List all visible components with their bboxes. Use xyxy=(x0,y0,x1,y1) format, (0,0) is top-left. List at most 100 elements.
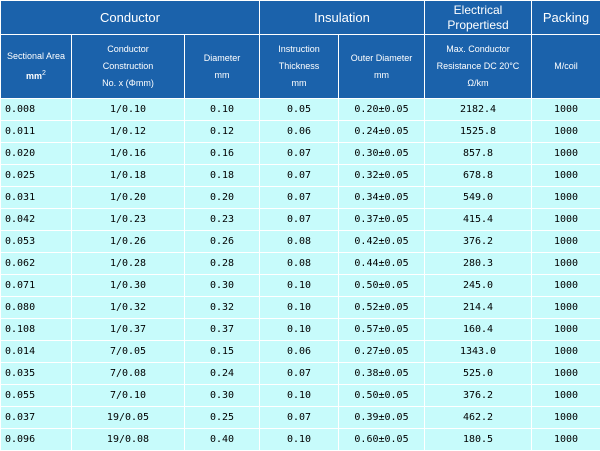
cell-resistance: 245.0 xyxy=(425,275,532,297)
cell-thickness: 0.10 xyxy=(260,385,339,407)
cell-resistance: 2182.4 xyxy=(425,99,532,121)
cell-sectional-area: 0.031 xyxy=(1,187,72,209)
cell-packing: 1000 xyxy=(532,231,600,253)
col-construction: Conductor Construction No. x (Φmm) xyxy=(72,35,185,99)
cell-resistance: 525.0 xyxy=(425,363,532,385)
construction-label-2: Construction xyxy=(103,61,154,71)
cell-diameter: 0.24 xyxy=(185,363,260,385)
cell-construction: 1/0.30 xyxy=(72,275,185,297)
resistance-unit: Ω/km xyxy=(467,78,488,88)
cell-resistance: 1525.8 xyxy=(425,121,532,143)
cell-resistance: 280.3 xyxy=(425,253,532,275)
cell-packing: 1000 xyxy=(532,407,600,429)
cell-thickness: 0.07 xyxy=(260,209,339,231)
cell-outer-diameter: 0.30±0.05 xyxy=(339,143,425,165)
cell-packing: 1000 xyxy=(532,297,600,319)
cell-resistance: 160.4 xyxy=(425,319,532,341)
cell-packing: 1000 xyxy=(532,385,600,407)
cell-resistance: 549.0 xyxy=(425,187,532,209)
cell-outer-diameter: 0.44±0.05 xyxy=(339,253,425,275)
thickness-unit: mm xyxy=(292,78,307,88)
diameter-unit: mm xyxy=(215,70,230,80)
cell-construction: 1/0.12 xyxy=(72,121,185,143)
cell-diameter: 0.26 xyxy=(185,231,260,253)
cell-sectional-area: 0.037 xyxy=(1,407,72,429)
cell-packing: 1000 xyxy=(532,319,600,341)
cell-thickness: 0.07 xyxy=(260,407,339,429)
col-thickness: Instruction Thickness mm xyxy=(260,35,339,99)
cell-diameter: 0.30 xyxy=(185,275,260,297)
cell-construction: 1/0.16 xyxy=(72,143,185,165)
cell-sectional-area: 0.071 xyxy=(1,275,72,297)
construction-label-1: Conductor xyxy=(107,44,149,54)
sectional-area-unit-sup: 2 xyxy=(42,70,46,77)
cell-diameter: 0.28 xyxy=(185,253,260,275)
cell-resistance: 376.2 xyxy=(425,231,532,253)
cell-thickness: 0.08 xyxy=(260,231,339,253)
cell-diameter: 0.18 xyxy=(185,165,260,187)
cell-construction: 1/0.28 xyxy=(72,253,185,275)
cell-construction: 19/0.05 xyxy=(72,407,185,429)
cell-sectional-area: 0.011 xyxy=(1,121,72,143)
cell-construction: 1/0.37 xyxy=(72,319,185,341)
cell-thickness: 0.06 xyxy=(260,341,339,363)
cell-diameter: 0.32 xyxy=(185,297,260,319)
header-electrical: Electrical Propertiesd xyxy=(425,1,532,35)
outer-diameter-label: Outer Diameter xyxy=(351,53,413,63)
packing-unit: M/coil xyxy=(554,61,578,71)
cell-packing: 1000 xyxy=(532,99,600,121)
cell-outer-diameter: 0.50±0.05 xyxy=(339,275,425,297)
cell-thickness: 0.10 xyxy=(260,297,339,319)
cell-packing: 1000 xyxy=(532,187,600,209)
cell-outer-diameter: 0.34±0.05 xyxy=(339,187,425,209)
header-insulation: Insulation xyxy=(260,1,425,35)
cell-construction: 7/0.10 xyxy=(72,385,185,407)
col-resistance: Max. Conductor Resistance DC 20°C Ω/km xyxy=(425,35,532,99)
cell-outer-diameter: 0.38±0.05 xyxy=(339,363,425,385)
cell-sectional-area: 0.008 xyxy=(1,99,72,121)
cell-outer-diameter: 0.39±0.05 xyxy=(339,407,425,429)
cell-construction: 1/0.18 xyxy=(72,165,185,187)
cell-thickness: 0.07 xyxy=(260,363,339,385)
col-outer-diameter: Outer Diameter mm xyxy=(339,35,425,99)
cell-resistance: 376.2 xyxy=(425,385,532,407)
header-conductor: Conductor xyxy=(1,1,260,35)
cell-outer-diameter: 0.37±0.05 xyxy=(339,209,425,231)
cell-outer-diameter: 0.57±0.05 xyxy=(339,319,425,341)
cell-sectional-area: 0.025 xyxy=(1,165,72,187)
cell-sectional-area: 0.055 xyxy=(1,385,72,407)
cell-outer-diameter: 0.27±0.05 xyxy=(339,341,425,363)
header-group-row: Conductor Insulation Electrical Properti… xyxy=(1,1,600,35)
cell-outer-diameter: 0.32±0.05 xyxy=(339,165,425,187)
cell-construction: 1/0.26 xyxy=(72,231,185,253)
sectional-area-label: Sectional Area xyxy=(7,51,65,61)
cell-resistance: 1343.0 xyxy=(425,341,532,363)
construction-label-3: No. x (Φmm) xyxy=(102,78,154,88)
cell-diameter: 0.37 xyxy=(185,319,260,341)
cell-sectional-area: 0.108 xyxy=(1,319,72,341)
cell-packing: 1000 xyxy=(532,275,600,297)
header-column-row: Sectional Area mm2 Conductor Constructio… xyxy=(1,35,600,99)
cell-diameter: 0.15 xyxy=(185,341,260,363)
cell-thickness: 0.07 xyxy=(260,165,339,187)
cell-packing: 1000 xyxy=(532,143,600,165)
col-sectional-area: Sectional Area mm2 xyxy=(1,35,72,99)
cell-sectional-area: 0.020 xyxy=(1,143,72,165)
cell-outer-diameter: 0.20±0.05 xyxy=(339,99,425,121)
cell-outer-diameter: 0.52±0.05 xyxy=(339,297,425,319)
cell-construction: 1/0.32 xyxy=(72,297,185,319)
cell-sectional-area: 0.042 xyxy=(1,209,72,231)
cell-packing: 1000 xyxy=(532,253,600,275)
cell-construction: 1/0.20 xyxy=(72,187,185,209)
cell-resistance: 678.8 xyxy=(425,165,532,187)
cell-resistance: 214.4 xyxy=(425,297,532,319)
